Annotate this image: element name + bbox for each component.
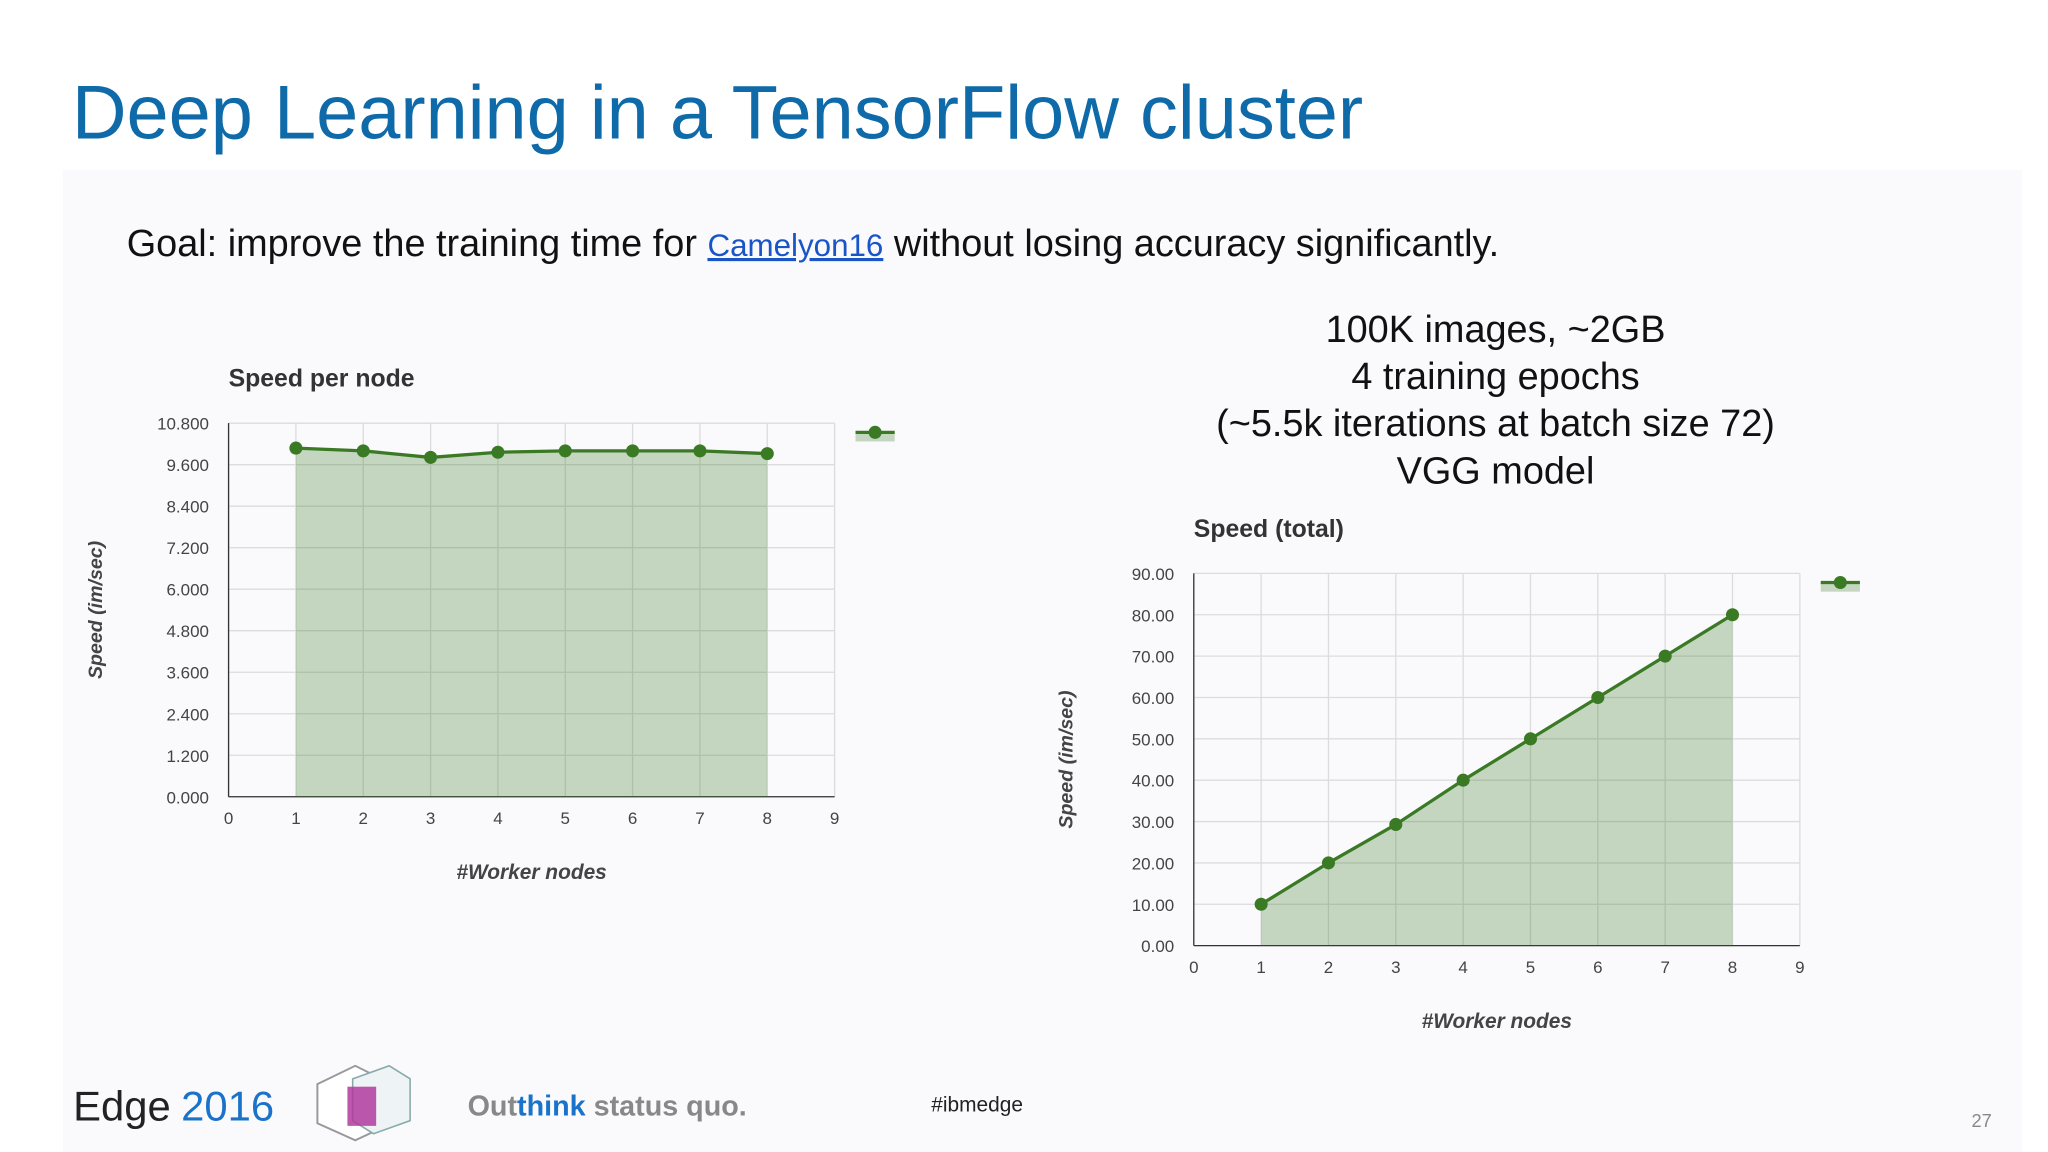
notes: 100K images, ~2GB 4 training epochs (~5.…	[1216, 309, 1775, 492]
y-tick-label: 80.00	[1132, 606, 1174, 625]
x-tick-label: 7	[1660, 958, 1669, 977]
y-tick-label: 9.600	[167, 456, 209, 475]
line	[1260, 613, 1734, 906]
brand: Edge	[73, 1083, 171, 1130]
y-tick-label: 2.400	[167, 705, 209, 724]
x-tick-label: 0	[224, 809, 233, 828]
footer: Edge 2016 Outthink status quo. #ibmedge 2…	[73, 1064, 1992, 1142]
y-tick-label: 7.200	[167, 539, 209, 558]
y-tick-label: 30.00	[1132, 813, 1174, 832]
x-tick-label: 6	[628, 809, 637, 828]
point	[289, 441, 303, 455]
goal-before: Goal: improve the training time for	[127, 223, 708, 265]
x-tick-label: 9	[830, 809, 839, 828]
year: 2016	[181, 1083, 274, 1130]
note-line: VGG model	[1397, 450, 1595, 492]
goal-text: Goal: improve the training time for Came…	[127, 223, 1500, 265]
point	[1321, 856, 1336, 870]
y-tick-label: 60.00	[1132, 689, 1174, 708]
point	[626, 444, 640, 458]
area	[1261, 614, 1733, 946]
x-tick-label: 0	[1189, 958, 1198, 977]
x-tick-label: 3	[1391, 958, 1400, 977]
point	[1456, 773, 1470, 787]
point	[558, 444, 572, 458]
x-tick-label: 7	[695, 809, 704, 828]
point	[1389, 817, 1403, 831]
y-tick-label: 0.000	[167, 788, 209, 807]
footer-brand: Edge 2016	[73, 1083, 274, 1130]
note-line: (~5.5k iterations at batch size 72)	[1216, 403, 1775, 445]
x-tick-label: 4	[1458, 958, 1467, 977]
y-axis-label: Speed (im/sec)	[85, 541, 107, 679]
chart-title: Speed (total)	[1194, 516, 1344, 543]
chart-title: Speed per node	[229, 366, 415, 393]
y-tick-label: 10.800	[157, 415, 209, 434]
x-axis-label: #Worker nodes	[1422, 1010, 1572, 1033]
y-tick-label: 10.00	[1132, 896, 1174, 915]
x-tick-label: 2	[359, 809, 368, 828]
area	[295, 448, 768, 797]
x-tick-label: 3	[426, 809, 435, 828]
goal-after: without losing accuracy significantly.	[883, 223, 1499, 265]
y-tick-label: 90.00	[1132, 565, 1174, 584]
point	[1523, 732, 1538, 746]
slogan-b: think	[517, 1090, 586, 1122]
x-tick-label: 4	[493, 809, 502, 828]
x-tick-label: 1	[1256, 958, 1265, 977]
point	[491, 445, 505, 459]
point	[760, 447, 774, 461]
x-axis-label: #Worker nodes	[456, 861, 606, 884]
point	[356, 444, 370, 458]
y-tick-label: 40.00	[1132, 772, 1174, 791]
x-tick-label: 8	[763, 809, 772, 828]
x-tick-label: 9	[1795, 958, 1804, 977]
point	[424, 450, 438, 464]
logo-icon	[316, 1064, 411, 1142]
slogan: Outthink status quo.	[468, 1090, 747, 1122]
note-line: 100K images, ~2GB	[1326, 309, 1666, 351]
point	[1591, 690, 1605, 704]
note-line: 4 training epochs	[1351, 356, 1639, 398]
goal-link[interactable]: Camelyon16	[707, 228, 883, 263]
x-tick-label: 5	[561, 809, 570, 828]
slogan-c: status quo.	[586, 1090, 747, 1122]
hashtag: #ibmedge	[931, 1094, 1023, 1117]
point	[1254, 897, 1268, 911]
y-tick-label: 50.00	[1132, 730, 1174, 749]
x-tick-label: 5	[1526, 958, 1535, 977]
x-tick-label: 8	[1728, 958, 1737, 977]
legend-marker	[1833, 576, 1847, 590]
x-tick-label: 2	[1324, 958, 1333, 977]
chart: Speed per node 0.000 1.200 2.400 3.600 4.800 6…	[85, 366, 895, 884]
legend-marker	[868, 425, 882, 439]
slide-title: Deep Learning in a TensorFlow cluster	[72, 70, 1363, 155]
page-number: 27	[1972, 1110, 1992, 1131]
y-tick-label: 20.00	[1132, 854, 1174, 873]
y-tick-label: 70.00	[1132, 648, 1174, 667]
content-panel	[62, 169, 2022, 1152]
y-tick-label: 0.00	[1141, 937, 1174, 956]
x-tick-label: 6	[1593, 958, 1602, 977]
slogan-a: Out	[468, 1090, 518, 1122]
point	[1725, 608, 1740, 622]
y-axis-label: Speed (im/sec)	[1055, 690, 1077, 828]
y-tick-label: 1.200	[167, 747, 209, 766]
x-tick-label: 1	[291, 809, 300, 828]
point	[1658, 649, 1672, 663]
line	[295, 446, 768, 460]
chart: Speed (total) 0.00 10.00 20.00 30.00 40.00 50.…	[1055, 516, 1860, 1033]
y-tick-label: 6.000	[167, 581, 209, 600]
y-tick-label: 8.400	[167, 498, 209, 517]
y-tick-label: 3.600	[167, 664, 209, 683]
point	[693, 444, 707, 458]
y-tick-label: 4.800	[167, 622, 209, 641]
